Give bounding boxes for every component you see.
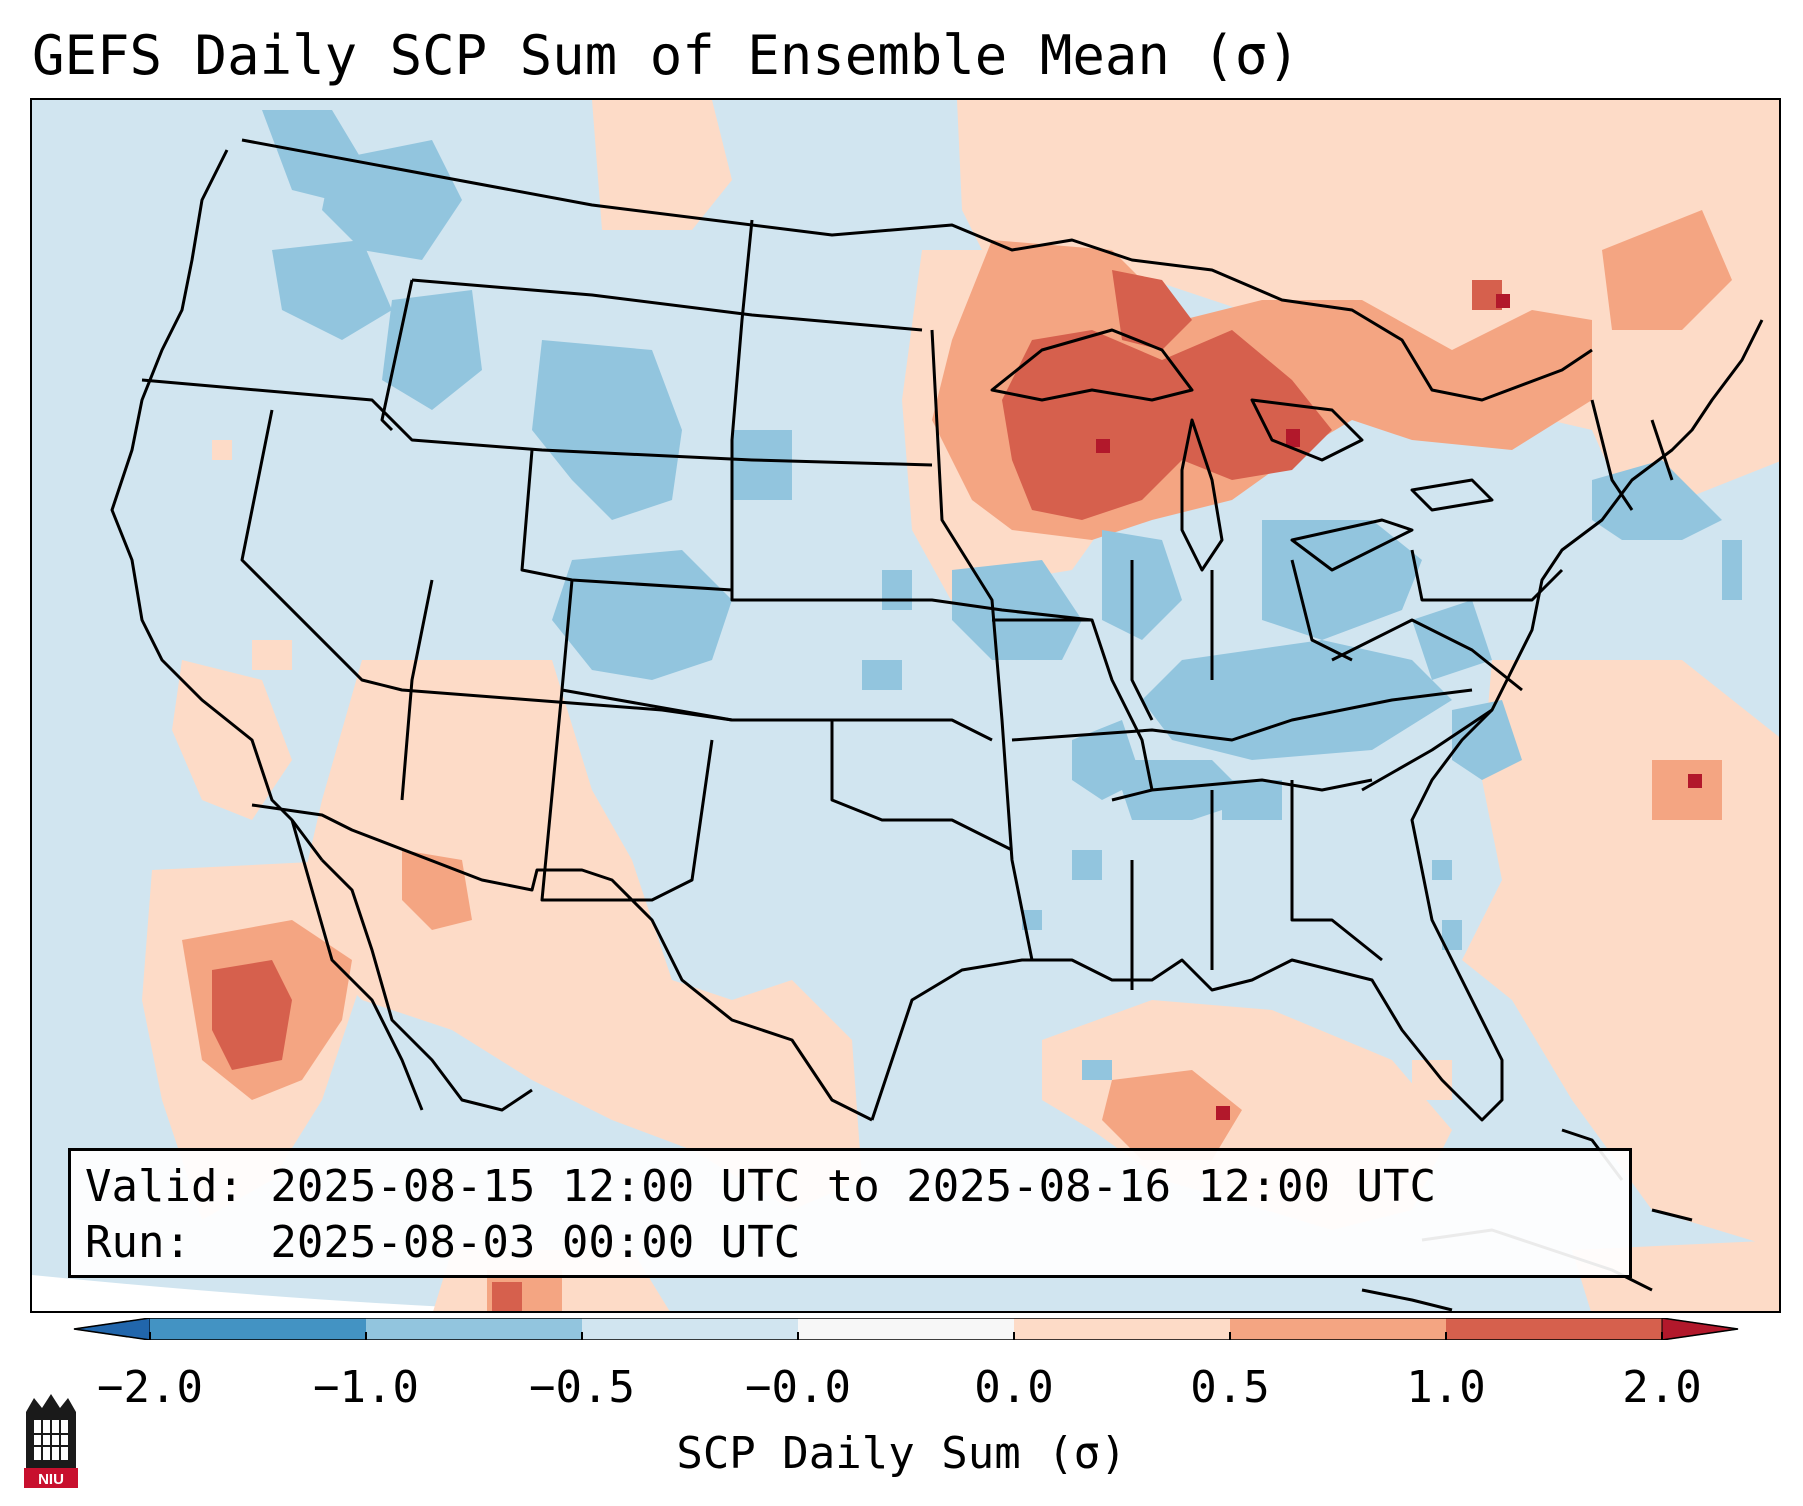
state-line-dakotas [730, 219, 1093, 622]
colorbar-segment [1446, 1318, 1662, 1340]
state-line-oregon-south [141, 378, 933, 467]
state-line-mississippi-alabama [1111, 778, 1373, 802]
state-line-missouri [992, 618, 1154, 791]
state-line-oklahoma [830, 720, 1013, 852]
colorbar-segment [366, 1318, 582, 1340]
run-time-line: Run: 2025-08-03 00:00 UTC [85, 1217, 801, 1268]
colorbar-label: SCP Daily Sum (σ) [676, 1428, 1127, 1479]
gulf-california-coast [320, 858, 533, 1112]
us-canada-border [241, 138, 1593, 402]
colorbar-extend-high [1661, 1318, 1739, 1340]
colorbar-segment [1230, 1318, 1446, 1340]
anomaly-field [142, 100, 1779, 1311]
bahamas-east [1651, 1208, 1693, 1222]
state-line-ga-fl [1290, 780, 1383, 962]
state-line-idaho-west [380, 279, 414, 432]
lake-erie [1290, 518, 1414, 572]
colorbar-segment [1014, 1318, 1230, 1340]
state-line-wyoming [520, 449, 733, 592]
us-mexico-border [251, 803, 873, 1122]
lake-ontario [1410, 478, 1494, 512]
lake-michigan [1180, 418, 1224, 572]
colorbar-tick-label: 1.0 [1406, 1362, 1486, 1413]
state-line-tennessee [1011, 688, 1473, 742]
political-borders [110, 138, 1764, 1311]
colorbar-segment [582, 1318, 798, 1340]
colorbar-tick-label: 0.5 [1190, 1362, 1270, 1413]
state-line-ohio [1290, 559, 1353, 662]
colorbar-tick-label: 2.0 [1622, 1362, 1702, 1413]
lake-huron [1250, 398, 1364, 462]
projection-edge-left [32, 1275, 536, 1311]
niu-logo: NIU [24, 1394, 78, 1488]
state-line-carolinas [1361, 708, 1493, 792]
state-line-virginia [1331, 618, 1523, 692]
pacific-coastline [110, 149, 324, 861]
state-line-mississippi [930, 329, 1034, 961]
yucatan-coast [1361, 1288, 1453, 1311]
forecast-map [32, 100, 1779, 1311]
valid-time-line: Valid: 2025-08-15 12:00 UTC to 2025-08-1… [85, 1161, 1437, 1212]
state-line-new-england [1590, 399, 1634, 511]
colorbar-extend-low [73, 1318, 151, 1340]
lake-superior [990, 328, 1194, 402]
valid-run-info-box: Valid: 2025-08-15 12:00 UTC to 2025-08-1… [68, 1148, 1632, 1278]
state-line-utah-arizona [400, 579, 434, 801]
state-line-new-mexico [540, 689, 714, 902]
state-line-illinois [1130, 560, 1154, 721]
colorbar-tick-label: −0.0 [745, 1362, 851, 1413]
colorbar-tick-label: −0.5 [529, 1362, 635, 1413]
colorbar-segment [798, 1318, 1014, 1340]
niu-logo-text: NIU [38, 1471, 64, 1488]
colorbar-tick-label: −1.0 [313, 1362, 419, 1413]
page-title: GEFS Daily SCP Sum of Ensemble Mean (σ) [32, 24, 1300, 87]
colorbar-tick-label: 0.0 [974, 1362, 1054, 1413]
colorbar-tick-label: −2.0 [97, 1362, 203, 1413]
state-line-maine [1650, 419, 1674, 481]
map-panel [30, 98, 1781, 1313]
state-line-pennsylvania [1410, 549, 1564, 602]
gulf-atlantic-coastline [870, 319, 1764, 1122]
colorbar-outline [73, 1318, 1739, 1340]
baja-coastline [290, 819, 424, 1111]
state-line-nevada [240, 409, 733, 722]
state-line-montana-south [411, 278, 923, 332]
colorbar [73, 1318, 1739, 1340]
colorbar-segment [150, 1318, 366, 1340]
state-line-colorado [560, 579, 993, 742]
